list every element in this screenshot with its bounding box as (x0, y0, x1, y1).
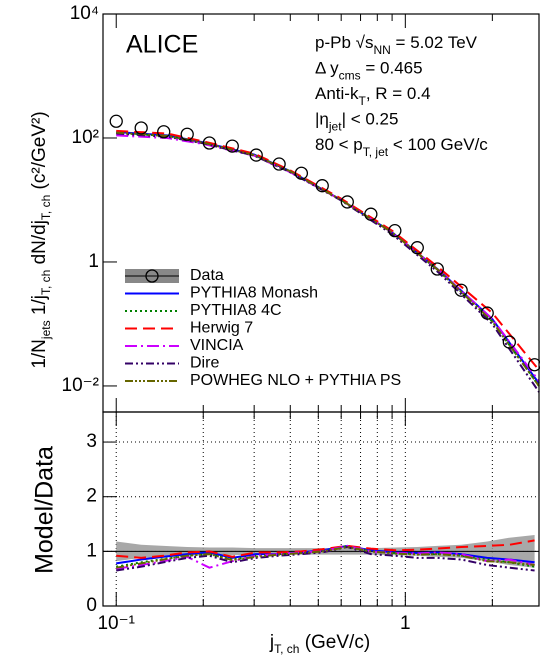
y-tick-label: 10⁻² (62, 375, 100, 396)
annotation-part: p-Pb (315, 33, 356, 52)
data-point (157, 125, 171, 139)
y-tick-label: 10⁴ (70, 3, 99, 24)
y-axis-label-part: T, ch (39, 270, 53, 295)
y-axis-label: 1/Njets 1/jT, ch dN/djT, ch (c²/GeV²) (29, 111, 53, 368)
data-point (364, 207, 378, 221)
model-line (116, 131, 540, 384)
plot-area (109, 114, 540, 393)
y-axis-label-part: (c²/GeV²) (29, 111, 50, 194)
y-axis-label-part: 1/j (29, 295, 50, 320)
y-axis-label-part: jets (39, 320, 53, 340)
plot-area (103, 535, 539, 572)
annotation-part: < 100 GeV/c (388, 135, 488, 154)
annotation: |ηjet| < 0.25 (315, 110, 398, 134)
x-tick-label: 1 (400, 613, 411, 634)
frame (102, 411, 540, 607)
y-axis-label-part: dN/dj (29, 220, 50, 270)
model-line (116, 132, 540, 387)
annotation-part: Anti-k (315, 84, 359, 103)
legend-label: PYTHIA8 Monash (190, 285, 318, 302)
data-point (134, 121, 148, 135)
model-line (116, 134, 540, 382)
model-line (116, 129, 540, 371)
data-point (502, 335, 516, 349)
legend-label: Dire (190, 355, 219, 372)
annotation: Δ ycms = 0.465 (315, 59, 423, 83)
annotation-part: = 5.02 TeV (391, 33, 478, 52)
ratio-line (116, 544, 535, 570)
annotation-part: = 0.465 (361, 59, 423, 78)
y-tick-label: 2 (86, 486, 97, 507)
data-point (202, 136, 217, 150)
annotation-part: jet (328, 120, 342, 134)
y-tick-label: 1 (88, 251, 99, 272)
data-point (315, 179, 329, 193)
annotation-part: √s (356, 33, 374, 52)
ratio-line (116, 539, 535, 559)
ratio-line (116, 545, 535, 569)
annotation: 80 < pT, jet < 100 GeV/c (315, 135, 488, 159)
data-point (109, 114, 123, 128)
x-axis-label-part: T, ch (274, 642, 299, 656)
data-point (454, 283, 468, 297)
annotation: Anti-kT, R = 0.4 (315, 84, 431, 108)
legend-swatch (145, 269, 159, 283)
data-point (180, 127, 194, 141)
legend-label: POWHEG NLO + PYTHIA PS (190, 372, 401, 389)
annotation-part: T, jet (363, 145, 389, 159)
legend-label: VINCIA (190, 337, 244, 354)
model-line (116, 132, 540, 393)
model-line (116, 131, 540, 387)
data-point (480, 306, 494, 320)
data-point (527, 358, 540, 372)
y-tick-label: 3 (86, 431, 97, 452)
data-point (430, 262, 444, 276)
annotation-part: |η (315, 110, 329, 129)
legend-label: PYTHIA8 4C (190, 302, 282, 319)
annotation: p-Pb √sNN = 5.02 TeV (315, 33, 478, 57)
x-axis-label-part: (GeV/c) (299, 632, 370, 653)
x-axis-label-part: j (269, 632, 274, 653)
y-tick-label: 1 (86, 540, 97, 561)
annotation-part: 80 < p (315, 135, 363, 154)
data-point (340, 195, 354, 209)
y-axis-label-part: 1/N (29, 339, 50, 369)
y-tick-label: 10² (72, 127, 99, 148)
data-point (249, 148, 263, 162)
annotation-part: T (358, 94, 366, 108)
x-axis-label: jT, ch (GeV/c) (269, 632, 370, 656)
legend-label: Herwig 7 (190, 320, 253, 337)
legend-label: Data (190, 267, 224, 284)
annotation-part: | < 0.25 (342, 110, 399, 129)
ratio-line (116, 544, 535, 565)
data-point (225, 139, 239, 153)
y-axis-label-part: T, ch (39, 195, 53, 220)
annotation-part: NN (373, 43, 390, 57)
data-point (272, 157, 286, 171)
y-tick-label: 0 (86, 595, 97, 616)
annotation-part: Δ y (315, 59, 339, 78)
data-point (294, 166, 309, 180)
annotation-part: cms (339, 69, 361, 83)
x-tick-label: 10⁻¹ (97, 613, 135, 634)
data-point (410, 241, 424, 255)
data-point (388, 224, 402, 238)
y-axis-label: Model/Data (31, 446, 59, 574)
chart-title: ALICE (126, 31, 198, 59)
annotation-part: , R = 0.4 (366, 84, 431, 103)
